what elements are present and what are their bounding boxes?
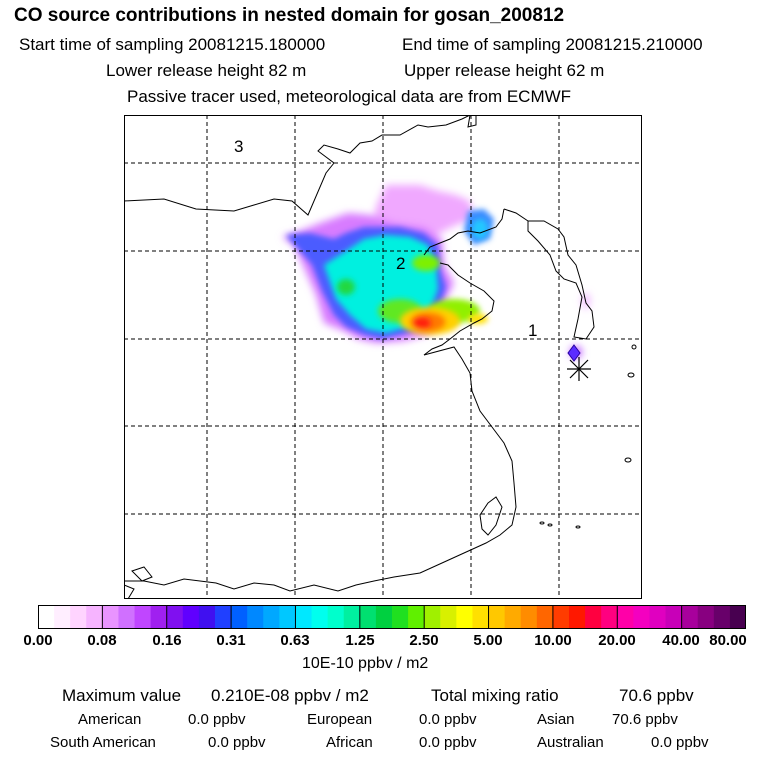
colorbar-tick: 0.00 — [23, 632, 53, 649]
lat-lon-grid — [124, 115, 642, 599]
colorbar-cell — [375, 605, 393, 629]
figure-title: CO source contributions in nested domain… — [14, 5, 565, 26]
region-value: 0.0 ppbv — [208, 734, 266, 751]
colorbar-tick: 5.00 — [473, 632, 503, 649]
region-value: 0.0 ppbv — [419, 734, 477, 751]
measurement-site-star — [567, 344, 591, 381]
colorbar-cell — [263, 605, 280, 629]
colorbar-cells — [38, 605, 746, 629]
colorbar-cell — [343, 605, 361, 629]
plume-field — [282, 185, 590, 358]
max-value: 0.210E-08 ppbv / m2 — [211, 686, 369, 705]
colorbar-cell — [617, 605, 634, 629]
start-time: Start time of sampling 20081215.180000 — [19, 35, 326, 54]
end-time: End time of sampling 20081215.210000 — [402, 35, 703, 54]
colorbar-cell — [552, 605, 570, 629]
colorbar-cell — [665, 605, 683, 629]
colorbar-cell — [215, 605, 232, 629]
colorbar-cell — [392, 605, 409, 629]
region-name: Asian — [537, 711, 575, 728]
colorbar-frame — [38, 605, 746, 629]
colorbar-cell — [440, 605, 457, 629]
colorbar-cell — [150, 605, 168, 629]
region-label-2: 2 — [396, 254, 405, 273]
colorbar-cell — [231, 605, 248, 629]
colorbar-cell — [569, 605, 586, 629]
colorbar-tick: 0.63 — [280, 632, 310, 649]
region-name: American — [78, 711, 142, 728]
colorbar-tick: 10.00 — [534, 632, 572, 649]
region-value: 70.6 ppbv — [612, 711, 678, 728]
colorbar-tick: 40.00 — [662, 632, 700, 649]
total-mixing-value: 70.6 ppbv — [619, 686, 694, 705]
source-contribution-map: 3 2 1 — [124, 115, 642, 599]
colorbar-cell — [38, 605, 55, 629]
colorbar-cell — [198, 605, 216, 629]
colorbar-cell — [70, 605, 87, 629]
colorbar-cell — [247, 605, 264, 629]
colorbar-unit: 10E-10 ppbv / m2 — [302, 655, 429, 672]
colorbar-cell — [729, 605, 746, 629]
upper-release-height: Upper release height 62 m — [404, 61, 605, 80]
region-value: 0.0 ppbv — [188, 711, 246, 728]
colorbar-tick: 0.16 — [152, 632, 182, 649]
colorbar-tick: 0.31 — [216, 632, 246, 649]
colorbar-cell — [408, 605, 425, 629]
colorbar-cell — [359, 605, 377, 629]
colorbar-cell — [697, 605, 715, 629]
colorbar-cell — [681, 605, 699, 629]
colorbar-tick: 1.25 — [345, 632, 375, 649]
colorbar-cell — [601, 605, 618, 629]
region-name: South American — [50, 734, 156, 751]
colorbar-cell — [311, 605, 329, 629]
colorbar-cell — [295, 605, 313, 629]
colorbar-cell — [118, 605, 136, 629]
colorbar-cell — [472, 605, 490, 629]
colorbar-tick: 80.00 — [709, 632, 747, 649]
region-value: 0.0 ppbv — [419, 711, 477, 728]
colorbar-cell — [520, 605, 538, 629]
colorbar-tick: 20.00 — [598, 632, 636, 649]
colorbar-cell — [182, 605, 200, 629]
colorbar-cell — [327, 605, 345, 629]
colorbar-cell — [54, 605, 71, 629]
total-mixing-label: Total mixing ratio — [431, 686, 559, 705]
colorbar-tick: 2.50 — [409, 632, 439, 649]
region-label-1: 1 — [528, 321, 537, 340]
colorbar-cell — [649, 605, 667, 629]
map-frame — [124, 115, 642, 599]
colorbar-cell — [713, 605, 731, 629]
region-name: African — [326, 734, 373, 751]
colorbar-cell — [279, 605, 297, 629]
region-value: 0.0 ppbv — [651, 734, 709, 751]
colorbar-cell — [488, 605, 506, 629]
lower-release-height: Lower release height 82 m — [106, 61, 307, 80]
colorbar-cell — [536, 605, 554, 629]
colorbar-cell — [134, 605, 152, 629]
colorbar-cell — [424, 605, 441, 629]
colorbar-cell — [456, 605, 474, 629]
tracer-info: Passive tracer used, meteorological data… — [127, 87, 572, 106]
plume-layer-hot — [400, 307, 488, 335]
region-label-3: 3 — [234, 137, 243, 156]
region-name: Australian — [537, 734, 604, 751]
region-name: European — [307, 711, 373, 728]
colorbar-cell — [166, 605, 184, 629]
plume-layer-green — [337, 255, 480, 323]
colorbar-cell — [585, 605, 602, 629]
colorbar-cell — [86, 605, 103, 629]
colorbar-separators — [101, 605, 683, 629]
colorbar-cell — [102, 605, 120, 629]
colorbar-cell — [504, 605, 522, 629]
colorbar-cell — [633, 605, 651, 629]
max-value-label: Maximum value — [62, 686, 182, 705]
colorbar-tick: 0.08 — [87, 632, 117, 649]
colorbar — [38, 605, 746, 629]
